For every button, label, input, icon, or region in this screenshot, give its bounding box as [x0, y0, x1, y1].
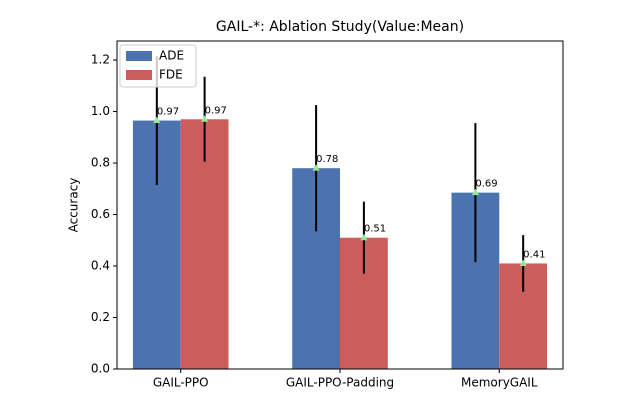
y-tick-label: 0.2 [91, 310, 110, 324]
value-label: 0.97 [205, 105, 227, 116]
y-tick-label: 1.2 [91, 53, 110, 67]
legend-swatch [126, 51, 152, 61]
value-label: 0.97 [157, 107, 179, 118]
chart-title: GAIL-*: Ablation Study(Value:Mean) [216, 19, 464, 35]
mean-marker [153, 116, 161, 124]
x-tick-label: GAIL-PPO [153, 376, 209, 390]
mean-marker [360, 233, 368, 241]
value-label: 0.51 [364, 224, 386, 235]
mean-marker [201, 115, 209, 122]
y-tick-label: 1.0 [91, 104, 110, 118]
y-tick-label: 0.6 [91, 207, 110, 221]
mean-marker [471, 188, 479, 196]
value-label: 0.41 [523, 249, 545, 260]
y-axis-label: Accuracy [67, 178, 81, 233]
mean-marker [519, 259, 527, 266]
mean-marker [312, 164, 320, 171]
x-tick-label: MemoryGAIL [461, 376, 538, 390]
legend-label: ADE [159, 49, 184, 63]
y-tick-label: 0.4 [91, 259, 110, 273]
value-label: 0.78 [316, 154, 338, 165]
value-label: 0.69 [475, 179, 497, 190]
legend-swatch [126, 70, 152, 80]
legend-label: FDE [159, 68, 183, 82]
y-tick-label: 0.8 [91, 156, 110, 170]
plot-frame [116, 40, 564, 370]
x-tick-label: GAIL-PPO-Padding [286, 376, 394, 390]
y-tick-label: 0.0 [91, 362, 110, 376]
